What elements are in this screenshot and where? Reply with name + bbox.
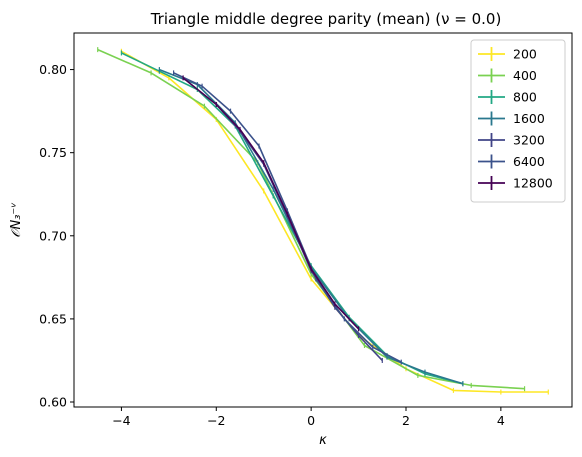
legend-item-400: 400 xyxy=(478,68,537,83)
series-layer xyxy=(97,47,549,395)
y-tick-label: 0.60 xyxy=(39,395,67,410)
y-axis-label: 𝒪N₃⁻ᵛ xyxy=(9,202,24,237)
legend-label: 12800 xyxy=(513,176,553,191)
legend-label: 1600 xyxy=(513,111,545,126)
series-line-12800 xyxy=(182,77,360,330)
y-tick-label: 0.75 xyxy=(39,145,67,160)
x-tick-label: 0 xyxy=(307,413,315,428)
x-axis-label: κ xyxy=(319,433,327,448)
x-tick-label: 2 xyxy=(402,413,410,428)
y-axis: 0.60 0.65 0.70 0.75 0.80 xyxy=(39,62,74,410)
legend-item-12800: 12800 xyxy=(478,176,553,191)
legend-label: 6400 xyxy=(513,154,545,169)
legend-label: 400 xyxy=(513,68,537,83)
plot-frame xyxy=(73,32,573,408)
legend-item-1600: 1600 xyxy=(478,111,545,126)
legend-item-200: 200 xyxy=(478,47,537,62)
y-tick-label: 0.65 xyxy=(39,311,67,326)
legend-item-3200: 3200 xyxy=(478,133,545,148)
x-axis: −4 −2 0 2 4 xyxy=(112,407,505,428)
legend-item-6400: 6400 xyxy=(478,154,545,169)
legend-label: 200 xyxy=(513,47,537,62)
x-tick-label: −2 xyxy=(207,413,225,428)
y-tick-label: 0.70 xyxy=(39,228,67,243)
x-tick-label: −4 xyxy=(112,413,130,428)
legend: 200 400 800 1600 3200 6400 12800 xyxy=(470,39,566,203)
x-tick-label: 4 xyxy=(497,413,505,428)
legend-label: 800 xyxy=(513,90,537,105)
legend-item-800: 800 xyxy=(478,90,537,105)
y-tick-label: 0.80 xyxy=(39,62,67,77)
legend-label: 3200 xyxy=(513,133,545,148)
chart-title: Triangle middle degree parity (mean) (ν … xyxy=(150,10,502,28)
